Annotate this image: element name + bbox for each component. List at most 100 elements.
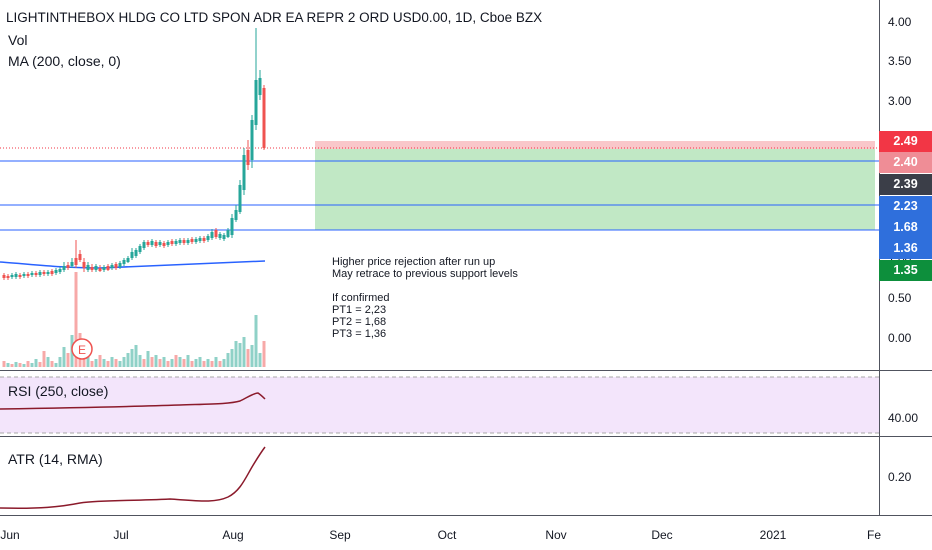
candle-body[interactable] <box>242 155 246 190</box>
atr-pane[interactable]: ATR (14, RMA) <box>0 437 879 515</box>
candle-body[interactable] <box>86 265 90 270</box>
candle-body[interactable] <box>30 273 34 275</box>
candle-body[interactable] <box>254 80 258 125</box>
candle-body[interactable] <box>162 243 166 246</box>
rsi-pane[interactable]: RSI (250, close) <box>0 371 879 436</box>
candle-body[interactable] <box>166 242 170 245</box>
volume-bar <box>86 357 90 367</box>
symbol-title[interactable]: LIGHTINTHEBOX HLDG CO LTD SPON ADR EA RE… <box>6 10 543 25</box>
candle-body[interactable] <box>154 242 158 246</box>
candle-body[interactable] <box>74 258 78 265</box>
candle-body[interactable] <box>186 240 190 243</box>
target-zone[interactable] <box>315 149 875 230</box>
candle-body[interactable] <box>262 88 266 148</box>
candle-body[interactable] <box>178 240 182 243</box>
candle-body[interactable] <box>98 268 102 271</box>
candle-body[interactable] <box>2 275 6 278</box>
candle-body[interactable] <box>258 78 262 95</box>
candle-body[interactable] <box>138 246 142 252</box>
candle-body[interactable] <box>158 242 162 245</box>
time-axis-divider <box>0 515 932 516</box>
stop-zone[interactable] <box>315 141 875 149</box>
candle-body[interactable] <box>134 250 138 256</box>
ma-label[interactable]: MA (200, close, 0) <box>8 53 121 69</box>
candle-body[interactable] <box>222 235 226 239</box>
candle-body[interactable] <box>62 266 66 270</box>
pane-divider[interactable] <box>0 436 932 437</box>
candle-body[interactable] <box>22 274 26 276</box>
candle-body[interactable] <box>26 274 30 276</box>
volume-bar <box>26 361 30 367</box>
candle-body[interactable] <box>190 239 194 242</box>
candle-body[interactable] <box>94 266 98 270</box>
candle-body[interactable] <box>46 272 50 274</box>
candle-body[interactable] <box>58 269 62 272</box>
candle-body[interactable] <box>6 276 10 278</box>
candle-body[interactable] <box>110 265 114 268</box>
time-tick: Aug <box>222 528 244 542</box>
candle-body[interactable] <box>106 266 110 270</box>
candle-body[interactable] <box>226 230 230 237</box>
candle-body[interactable] <box>118 263 122 267</box>
candle-body[interactable] <box>170 241 174 244</box>
candle-body[interactable] <box>14 274 18 277</box>
candle-body[interactable] <box>206 236 210 240</box>
rsi-scale[interactable]: 40.00 <box>879 371 932 436</box>
volume-label[interactable]: Vol <box>8 32 28 48</box>
atr-label[interactable]: ATR (14, RMA) <box>8 451 103 467</box>
candle-body[interactable] <box>198 238 202 241</box>
candle-body[interactable] <box>122 260 126 264</box>
volume-bar <box>182 359 186 367</box>
candle-body[interactable] <box>102 267 106 270</box>
candle-body[interactable] <box>82 262 86 268</box>
time-axis[interactable] <box>0 516 932 550</box>
rsi-label[interactable]: RSI (250, close) <box>8 383 109 399</box>
time-tick: Dec <box>651 528 673 542</box>
candle-body[interactable] <box>246 150 250 165</box>
volume-bar <box>170 359 174 367</box>
volume-bar <box>230 349 234 367</box>
candle-body[interactable] <box>202 238 206 241</box>
candle-body[interactable] <box>70 262 74 266</box>
candle-body[interactable] <box>218 234 222 238</box>
candle-body[interactable] <box>50 271 54 274</box>
candle-body[interactable] <box>90 267 94 270</box>
price-pane[interactable]: E LIGHTINTHEBOX HLDG CO LTD SPON ADR EA … <box>0 0 879 370</box>
candle-body[interactable] <box>214 230 218 237</box>
price-tick: 3.00 <box>888 94 912 108</box>
candle-body[interactable] <box>234 210 238 220</box>
volume-bar <box>110 357 114 367</box>
candle-body[interactable] <box>238 185 242 212</box>
time-tick: Nov <box>545 528 567 542</box>
annotation-text[interactable]: Higher price rejection after run up May … <box>332 256 518 340</box>
candle-body[interactable] <box>146 242 150 245</box>
candle-body[interactable] <box>150 241 154 245</box>
earnings-marker[interactable] <box>71 338 93 360</box>
candle-body[interactable] <box>10 275 14 277</box>
volume-bar <box>190 361 194 367</box>
candle-body[interactable] <box>42 272 46 274</box>
price-tick: 3.50 <box>888 54 912 68</box>
candle-body[interactable] <box>250 120 254 160</box>
candle-body[interactable] <box>174 241 178 244</box>
candle-body[interactable] <box>230 218 234 235</box>
atr-scale[interactable]: 0.20 <box>879 437 932 515</box>
price-chart[interactable]: E <box>0 0 879 370</box>
candle-body[interactable] <box>34 273 38 275</box>
candle-body[interactable] <box>66 265 70 268</box>
atr-line <box>0 446 266 509</box>
volume-bar <box>130 349 134 367</box>
candle-body[interactable] <box>38 272 42 275</box>
candle-body[interactable] <box>126 258 130 262</box>
candle-body[interactable] <box>18 275 22 277</box>
candle-body[interactable] <box>210 232 214 238</box>
pane-divider[interactable] <box>0 370 932 371</box>
candle-body[interactable] <box>54 270 58 273</box>
candle-body[interactable] <box>114 264 118 268</box>
candle-body[interactable] <box>194 239 198 242</box>
candle-body[interactable] <box>78 254 82 260</box>
candle-body[interactable] <box>130 252 134 258</box>
candle-body[interactable] <box>142 242 146 248</box>
candle-body[interactable] <box>182 240 186 243</box>
